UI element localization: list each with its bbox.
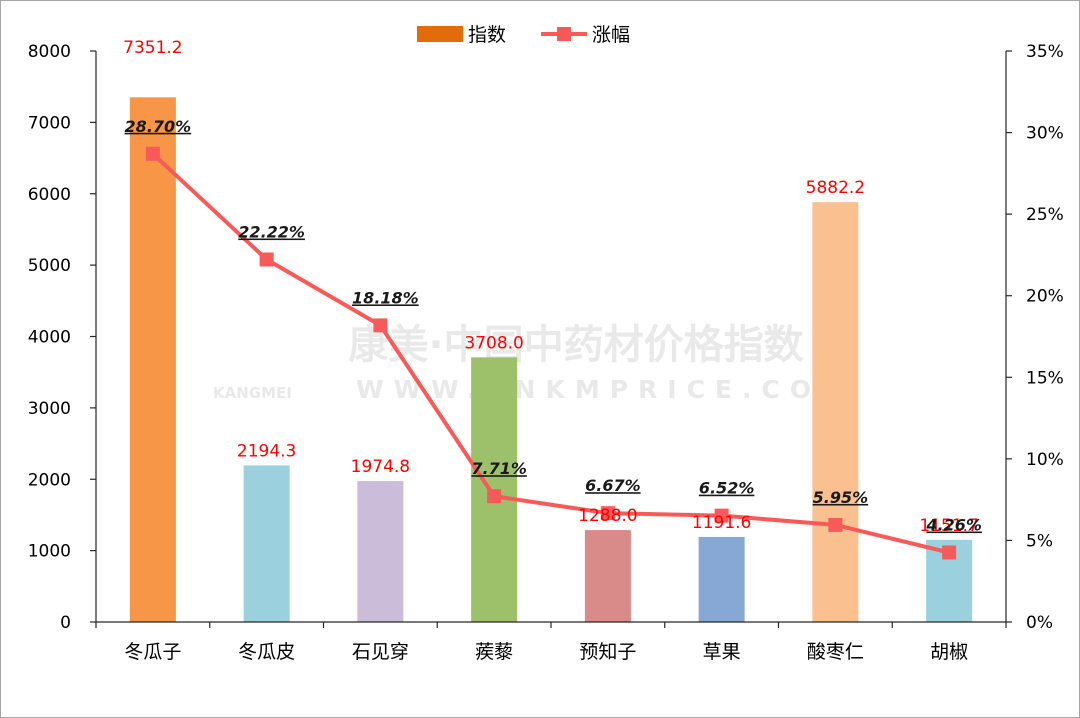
- line-marker-8: [942, 545, 957, 560]
- y-right-tick-label: 10%: [1026, 450, 1064, 470]
- y-left-tick-label: 1000: [28, 542, 71, 562]
- watermark-brand: KANGMEI: [213, 384, 292, 402]
- y-left-tick-label: 3000: [28, 399, 71, 419]
- legend-label-index: 指数: [468, 24, 506, 46]
- bar-value-label: 3708.0: [464, 333, 523, 353]
- x-category-label: 蒺藜: [475, 641, 513, 663]
- line-marker-2: [259, 252, 274, 267]
- y-left-tick-label: 0: [60, 613, 71, 633]
- line-path: [151, 152, 950, 555]
- line-pct-label: 6.52%: [699, 479, 755, 498]
- x-category-label: 石见穿: [352, 641, 409, 663]
- legend-marker-swatch: [557, 27, 571, 41]
- x-category-label: 胡椒: [930, 641, 968, 663]
- y-left-tick-label: 7000: [28, 113, 71, 133]
- legend-label-change: 涨幅: [592, 24, 630, 46]
- line-pct-label: 7.71%: [471, 459, 527, 478]
- bar-5: [584, 530, 631, 622]
- line-marker-1: [145, 146, 160, 161]
- axes: 0 1000 2000 3000 4000 5000 6000 7000 8000 0% 5% 10%…: [28, 42, 1064, 663]
- legend-bar-swatch: [417, 26, 463, 42]
- line-series: [145, 146, 957, 560]
- data-labels: 7351.2 2194.3 1974.8 3708.0 1288.0 1191.6 5882…: [123, 38, 982, 536]
- line-marker-3: [373, 318, 388, 333]
- line-pct-label: 28.70%: [125, 117, 192, 136]
- line-marker-6: [714, 508, 729, 523]
- bar-1: [129, 97, 176, 622]
- bar-2: [243, 465, 290, 622]
- line-pct-label: 18.18%: [352, 288, 419, 307]
- y-left-tick-label: 8000: [28, 42, 71, 62]
- bar-value-label: 2194.3: [237, 441, 296, 461]
- x-category-label: 冬瓜皮: [238, 641, 295, 663]
- y-right-tick-label: 0%: [1026, 613, 1053, 633]
- bar-6: [698, 536, 745, 622]
- bar-value-label: 1288.0: [578, 506, 637, 526]
- legend: 指数 涨幅: [417, 24, 630, 46]
- line-pct-label: 4.26%: [925, 516, 982, 535]
- line-pct-label: 5.95%: [813, 488, 869, 507]
- y-right-tick-label: 30%: [1026, 124, 1064, 144]
- watermark-url: WWW.CNKMPRICE.COM: [356, 375, 856, 404]
- y-left-tick-label: 5000: [28, 256, 71, 276]
- y-left-tick-label: 6000: [28, 185, 71, 205]
- y-right-tick-label: 25%: [1026, 205, 1064, 225]
- line-marker-5: [600, 506, 615, 521]
- line-marker-7: [828, 517, 843, 532]
- bar-value-label: 7351.2: [123, 38, 182, 58]
- bar-value-label: 1191.6: [692, 513, 751, 533]
- x-category-label: 酸枣仁: [807, 641, 864, 663]
- x-category-label: 冬瓜子: [124, 641, 181, 663]
- x-category-label: 预知子: [579, 641, 636, 663]
- bar-7: [812, 202, 859, 623]
- y-right-tick-label: 20%: [1026, 287, 1064, 307]
- x-category-label: 草果: [703, 641, 741, 663]
- line-pct-label: 22.22%: [238, 222, 305, 241]
- watermark: 康美·中国中药材价格指数 KANGMEI WWW.CNKMPRICE.COM: [213, 322, 856, 404]
- y-left-tick-label: 4000: [28, 328, 71, 348]
- y-right-tick-label: 15%: [1026, 368, 1064, 388]
- bar-value-label: 5882.2: [806, 178, 865, 198]
- line-marker-4: [487, 489, 502, 504]
- watermark-title: 康美·中国中药材价格指数: [348, 322, 803, 368]
- y-left-tick-label: 2000: [28, 470, 71, 490]
- bar-value-label: 1974.8: [351, 457, 410, 477]
- bar-3: [357, 481, 404, 622]
- line-pct-label: 6.67%: [585, 476, 641, 495]
- y-right-tick-label: 5%: [1026, 531, 1053, 551]
- bar-value-label: 1151.7: [919, 516, 978, 536]
- y-right-tick-label: 35%: [1026, 42, 1064, 62]
